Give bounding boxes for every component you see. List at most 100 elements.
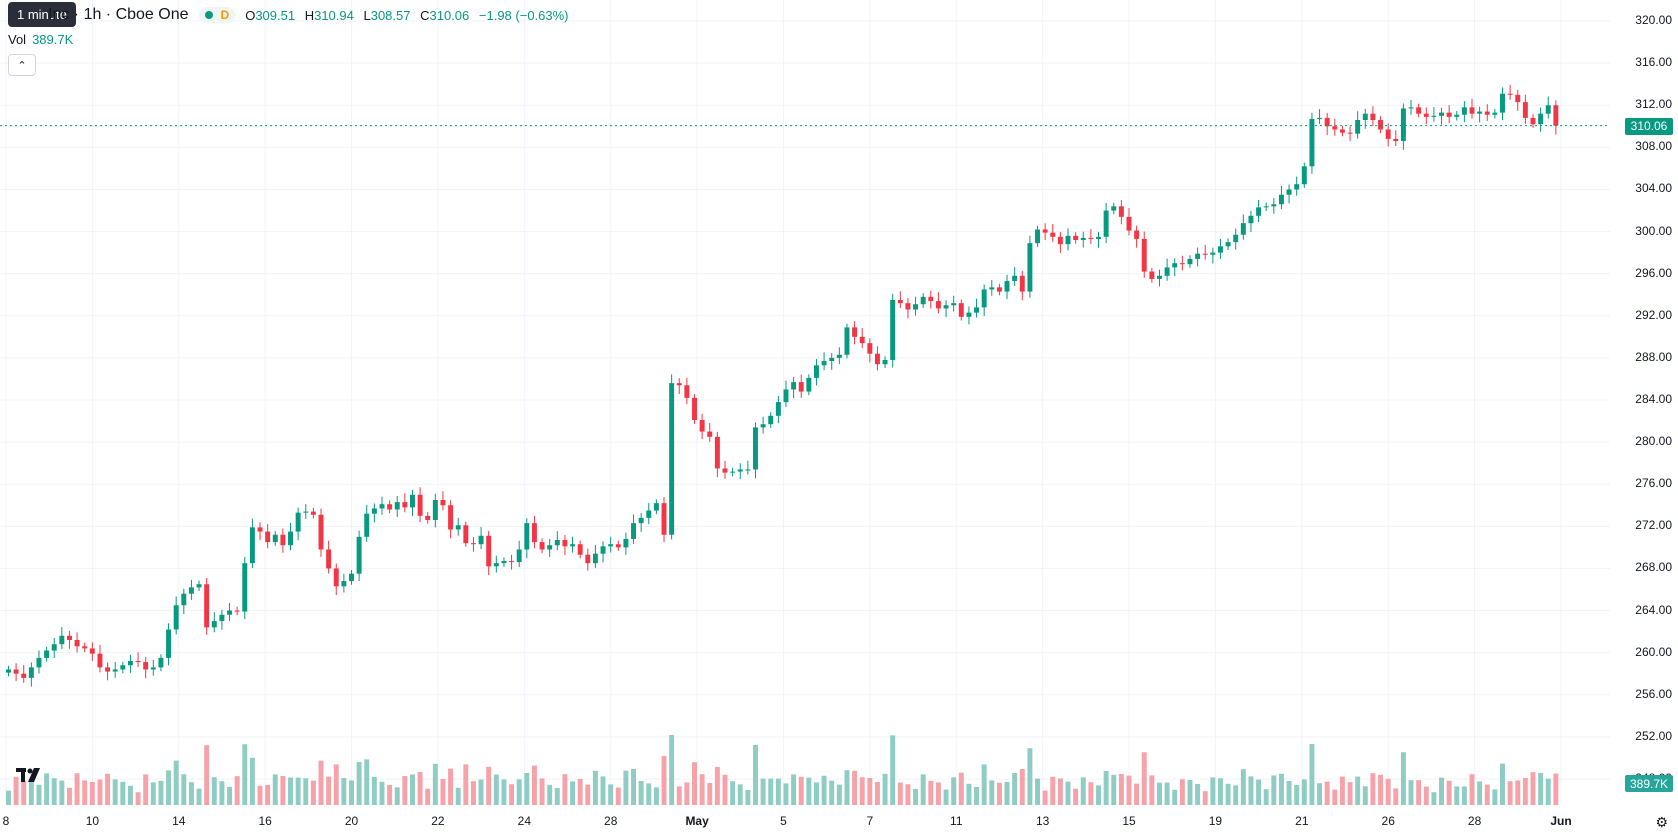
candle-body (692, 397, 697, 420)
volume-bar (1408, 780, 1414, 805)
price-tick-label: 292.00 (1635, 307, 1672, 322)
candle-body (1484, 111, 1490, 115)
volume-bar (74, 773, 80, 805)
candle-body (874, 353, 880, 365)
volume-bar (1080, 777, 1086, 805)
volume-bar (699, 774, 705, 805)
market-status[interactable]: D (198, 7, 236, 23)
symbol-title[interactable]: Inc · 1h · Cboe One (48, 6, 189, 23)
volume-bar (1317, 783, 1323, 805)
candle-body (425, 515, 431, 520)
candle-body (1400, 108, 1406, 142)
volume-bar (722, 774, 728, 805)
candle-body (1141, 238, 1147, 272)
candle-body (501, 561, 507, 564)
volume-bar (684, 782, 690, 805)
candle-body (1057, 236, 1063, 245)
price-tick-label: 288.00 (1635, 349, 1672, 364)
candle-body (1004, 281, 1010, 292)
candle-body (516, 549, 522, 563)
close-key: C (420, 7, 430, 23)
time-tick-label: 21 (1295, 814, 1309, 828)
volume-bar (1538, 773, 1544, 805)
volume-bar (1035, 778, 1040, 805)
low-key: L (363, 7, 371, 23)
candle-body (59, 635, 65, 645)
candle-body (249, 527, 255, 564)
volume-bar (1050, 776, 1056, 805)
volume-bar (1164, 782, 1170, 805)
volume-bar (181, 774, 187, 805)
volume-bar (554, 788, 560, 805)
candle-body (234, 610, 240, 612)
candle-body (1347, 132, 1353, 134)
volume-legend[interactable]: Vol 389.7K (8, 32, 73, 47)
volume-bar (28, 780, 34, 805)
price-tick-label: 260.00 (1635, 644, 1672, 659)
volume-bar (486, 766, 492, 805)
volume-bar (1073, 788, 1079, 805)
candle-body (783, 389, 789, 403)
candle-body (349, 573, 354, 582)
candle-body (1225, 242, 1231, 247)
volume-bar (249, 757, 255, 805)
volume-bar (82, 780, 88, 805)
candle-body (1065, 235, 1071, 245)
volume-bar (1027, 748, 1033, 805)
candle-body (653, 503, 659, 511)
candle-body (295, 512, 301, 532)
symbol-legend[interactable]: Inc · 1h · Cboe One D O309.51 H310.94 L3… (8, 6, 569, 24)
volume-bar (913, 789, 919, 805)
volume-bar (463, 764, 469, 805)
volume-bar (1225, 783, 1231, 805)
volume-bar (493, 774, 499, 805)
candle-body (554, 540, 560, 546)
volume-bar (127, 785, 133, 805)
open-key: O (245, 7, 256, 23)
candle-body (143, 662, 149, 670)
candle-body (13, 669, 19, 674)
candle-body (1080, 237, 1086, 240)
candle-body (1431, 115, 1437, 117)
volume-bar (1500, 763, 1505, 805)
candle-body (1454, 114, 1460, 117)
candle-body (1332, 126, 1338, 130)
candle-body (303, 511, 309, 513)
candle-body (166, 629, 172, 658)
price-tick-label: 308.00 (1635, 139, 1672, 154)
candle-body (371, 508, 377, 514)
volume-bar (97, 779, 103, 805)
volume-bar (615, 787, 621, 805)
candle-body (920, 296, 926, 305)
volume-bar (714, 767, 720, 805)
volume-bar (600, 776, 606, 805)
collapse-legend-button[interactable]: ⌃ (8, 54, 36, 76)
candle-body (1522, 102, 1528, 118)
candle-body (608, 544, 614, 547)
volume-bar (409, 774, 415, 805)
volume-bar (775, 778, 781, 805)
candle-body (1378, 120, 1384, 130)
volume-bar (1530, 772, 1536, 805)
candle-body (493, 563, 499, 567)
volume-bar (745, 790, 751, 805)
volume-bar (105, 773, 111, 805)
candle-body (1035, 229, 1040, 244)
candle-body (844, 327, 850, 355)
volume-bar (981, 764, 987, 805)
volume-bar (1263, 789, 1269, 805)
candle-body (1500, 93, 1505, 113)
candle-body (402, 502, 408, 508)
volume-bar (577, 779, 583, 805)
volume-bar (1187, 780, 1193, 805)
volume-bar (371, 777, 377, 805)
volume-bar (13, 776, 19, 805)
tradingview-logo-icon[interactable] (16, 764, 44, 786)
settings-gear-icon[interactable]: ⚙ (1655, 814, 1668, 830)
candle-body (1324, 117, 1330, 127)
candle-body (707, 431, 713, 437)
volume-bar (432, 763, 438, 805)
candle-body (867, 343, 873, 354)
time-tick-label: 24 (517, 814, 532, 828)
